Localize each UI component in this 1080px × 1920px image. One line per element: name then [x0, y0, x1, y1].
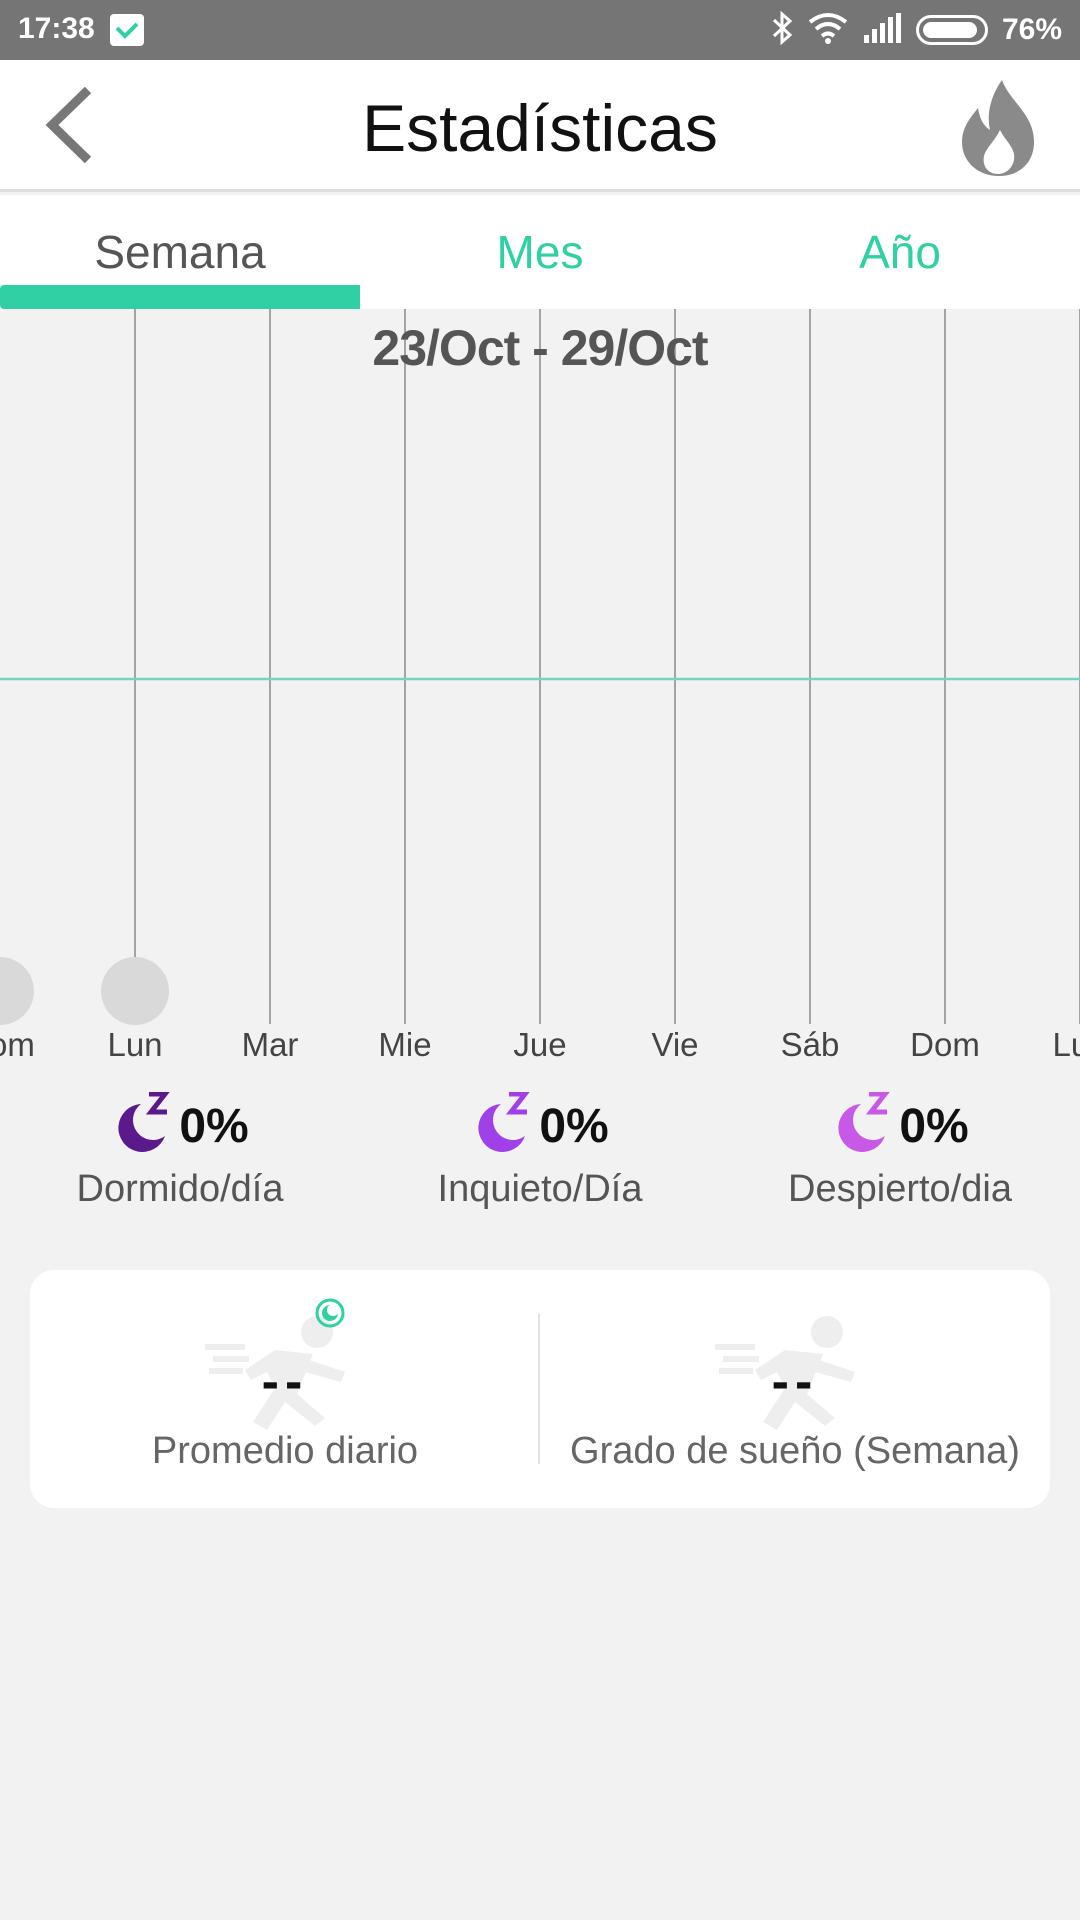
day-label: Dom [0, 1026, 35, 1063]
sleep-chart[interactable]: Dom Lun Mar Mie Jue Vie Sáb Dom Lun 23/Oct - 29/… [0, 309, 1080, 1069]
daily-average-label: Promedio diario [151, 1430, 419, 1472]
period-tabs: Semana Mes Año [0, 195, 1080, 309]
runner-icon [715, 1316, 855, 1430]
flame-icon [962, 80, 1034, 176]
page-title: Estadísticas [362, 91, 718, 165]
stat-value: 0% [899, 1099, 969, 1153]
moon-sleep-icon [471, 1091, 531, 1161]
day-label: Mie [378, 1026, 431, 1063]
sleep-grade-label: Grado de sueño (Semana) [570, 1430, 1020, 1472]
daily-average[interactable]: -- Promedio diario [30, 1270, 540, 1508]
day-label: Dom [910, 1026, 980, 1063]
app-header: Estadísticas [0, 60, 1080, 192]
back-button[interactable] [30, 80, 120, 170]
active-tab-indicator [0, 285, 360, 309]
daily-average-value: -- [261, 1353, 309, 1411]
signal-icon [862, 12, 902, 48]
status-bar: 17:38 76% [0, 0, 1080, 60]
day-label: Mar [242, 1026, 299, 1063]
day-marker [0, 957, 34, 1025]
sleep-stats: 0% Dormido/día 0% Inquieto/Día 0% Despie… [0, 1090, 1080, 1230]
day-label: Jue [513, 1026, 566, 1063]
battery-percent: 76% [1001, 13, 1062, 46]
sleep-grade-value: -- [771, 1353, 819, 1411]
day-label: Lun [1052, 1026, 1080, 1063]
app-notification-icon [110, 14, 144, 46]
stat-dormido: 0% Dormido/día [0, 1090, 360, 1211]
runner-icon [205, 1316, 345, 1430]
day-label: Lun [107, 1026, 162, 1063]
tab-mes[interactable]: Mes [496, 226, 584, 278]
stat-label: Despierto/dia [788, 1168, 1012, 1210]
day-label: Vie [651, 1026, 698, 1063]
day-marker [101, 957, 169, 1025]
date-range: 23/Oct - 29/Oct [372, 320, 708, 376]
stat-inquieto: 0% Inquieto/Día [360, 1090, 720, 1211]
day-label: Sáb [781, 1026, 840, 1063]
wifi-icon [808, 12, 848, 49]
stat-despierto: 0% Despierto/dia [720, 1090, 1080, 1211]
flame-button[interactable] [954, 78, 1044, 178]
stat-value: 0% [179, 1099, 249, 1153]
back-chevron-icon [45, 86, 92, 164]
tab-semana[interactable]: Semana [94, 226, 266, 278]
chart-canvas: Dom Lun Mar Mie Jue Vie Sáb Dom Lun [0, 309, 1080, 1063]
moon-sleep-icon [831, 1091, 891, 1161]
stat-value: 0% [539, 1099, 609, 1153]
status-icons: 76% [770, 10, 1062, 50]
stat-label: Dormido/día [76, 1168, 284, 1210]
status-time: 17:38 [18, 12, 95, 45]
summary-card: -- Promedio diario -- Grado de sueño (Se… [30, 1270, 1050, 1508]
battery-icon [915, 15, 988, 45]
bluetooth-icon [770, 10, 794, 50]
tab-ano[interactable]: Año [859, 226, 941, 278]
moon-sleep-icon [111, 1091, 171, 1161]
sleep-badge-icon [315, 1298, 345, 1328]
sleep-grade[interactable]: -- Grado de sueño (Semana) [540, 1270, 1050, 1508]
stat-label: Inquieto/Día [437, 1168, 643, 1210]
card-divider [538, 1314, 540, 1464]
